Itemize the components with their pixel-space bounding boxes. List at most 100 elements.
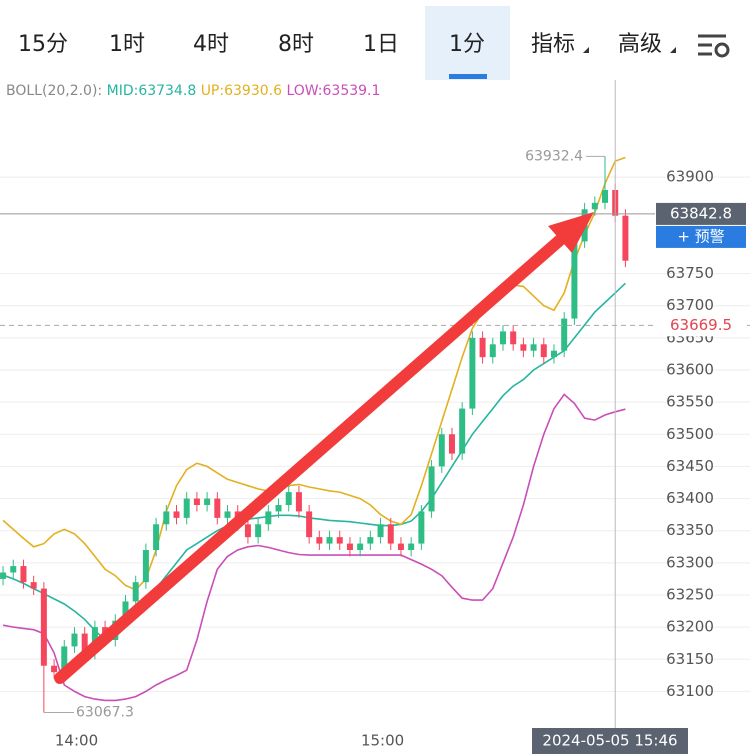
candle-body — [30, 582, 37, 589]
candle-body — [326, 537, 333, 544]
candle-body — [0, 572, 7, 579]
tab-caret — [583, 47, 589, 53]
tab[interactable]: 15分 — [18, 32, 68, 57]
y-tick-label: 63450 — [666, 457, 714, 475]
candle-body — [142, 550, 149, 583]
y-tick-label: 63550 — [666, 393, 714, 411]
candle-body — [224, 511, 231, 518]
candle-body — [71, 633, 78, 647]
y-tick-label: 63150 — [666, 650, 714, 668]
y-tick-label: 63200 — [666, 618, 714, 636]
alert-label: 63669.5 — [670, 316, 732, 334]
x-tick-label: 15:00 — [361, 732, 404, 750]
candle-body — [591, 202, 598, 210]
candle-body — [418, 511, 425, 544]
alert-button-bg[interactable] — [656, 225, 746, 248]
candle-body — [346, 543, 353, 550]
candle-body — [469, 337, 476, 409]
time-box — [532, 728, 688, 754]
tab[interactable]: 8时 — [278, 32, 314, 57]
last-price-label: 63842.8 — [670, 204, 732, 222]
y-tick-label: 63750 — [666, 264, 714, 282]
candle-body — [459, 408, 466, 454]
candle-body — [479, 337, 486, 358]
tab[interactable]: 1日 — [363, 32, 399, 57]
candle-body — [377, 524, 384, 538]
indicator-text: LOW: — [286, 83, 322, 99]
candle-body — [428, 466, 435, 512]
candle-body — [51, 665, 58, 673]
tab[interactable]: 指标 — [531, 32, 575, 57]
indicator-text: BOLL(20,2.0): — [6, 83, 102, 99]
boll-line — [2, 393, 626, 702]
candle-body — [244, 524, 251, 538]
candle-body — [61, 646, 68, 673]
candle-body — [285, 492, 292, 505]
candle-body — [336, 537, 343, 544]
time-label: 2024-05-05 15:46 — [542, 732, 677, 750]
tab[interactable]: 1分 — [449, 32, 485, 57]
active-tab-bar — [449, 74, 487, 79]
active-tab-bg — [425, 6, 510, 80]
indicator-header: BOLL(20,2.0): MID:63734.8 UP:63930.6 LOW… — [6, 83, 380, 99]
candle-body — [20, 566, 27, 583]
candle-body — [561, 318, 568, 351]
candle-body — [367, 537, 374, 544]
candle-body — [530, 344, 537, 351]
candle-body — [275, 505, 282, 512]
tab[interactable]: 4时 — [193, 32, 229, 57]
boll-line — [2, 156, 626, 591]
candle-body — [540, 344, 547, 358]
candle-body — [193, 498, 200, 505]
x-tick-label: 14:00 — [55, 732, 98, 750]
candle-body — [550, 350, 557, 358]
y-tick-label: 63700 — [666, 296, 714, 314]
tab[interactable]: 1时 — [109, 32, 145, 57]
candle-body — [81, 633, 88, 653]
y-tick-label: 63500 — [666, 425, 714, 443]
candle-body — [306, 511, 313, 538]
y-tick-label: 63100 — [666, 682, 714, 700]
low-label: 63067.3 — [76, 704, 134, 720]
y-tick-label: 63250 — [666, 586, 714, 604]
y-tick-label: 63300 — [666, 553, 714, 571]
indicator-text: 63930.6 — [224, 83, 282, 99]
high-label: 63932.4 — [525, 148, 583, 164]
candle-body — [173, 511, 180, 518]
indicator-text: MID: — [107, 83, 139, 99]
candle-body — [387, 524, 394, 544]
last-price-box — [656, 202, 746, 225]
candle-body — [602, 190, 609, 203]
settings-icon[interactable] — [698, 34, 730, 58]
candle-body — [265, 511, 272, 525]
indicator-text: UP: — [201, 83, 224, 99]
candle-body — [153, 524, 160, 550]
tab-caret — [670, 47, 676, 53]
alert-button[interactable]: + 预警 — [677, 227, 724, 245]
candle-body — [163, 511, 170, 525]
candle-body — [520, 344, 527, 351]
candle-body — [316, 537, 323, 544]
candle-body — [204, 498, 211, 505]
indicator-text: 63539.1 — [323, 83, 381, 99]
candle-body — [183, 498, 190, 518]
candle-body — [122, 601, 129, 621]
candle-body — [214, 498, 221, 518]
candle-body — [438, 434, 445, 467]
candle-body — [295, 492, 302, 512]
candle-body — [510, 331, 517, 345]
candle-body — [132, 582, 139, 602]
y-tick-label: 63600 — [666, 361, 714, 379]
candle-body — [40, 588, 47, 666]
candle-body — [489, 344, 496, 358]
tab[interactable]: 高级 — [618, 32, 662, 57]
alert-box — [656, 314, 746, 337]
y-tick-label: 63900 — [666, 168, 714, 186]
indicator-text: 63734.8 — [138, 83, 196, 99]
candle-body — [10, 566, 17, 573]
candle-body — [499, 331, 506, 345]
candle-body — [397, 543, 404, 550]
y-tick-label: 63350 — [666, 521, 714, 539]
candle-body — [571, 241, 578, 319]
